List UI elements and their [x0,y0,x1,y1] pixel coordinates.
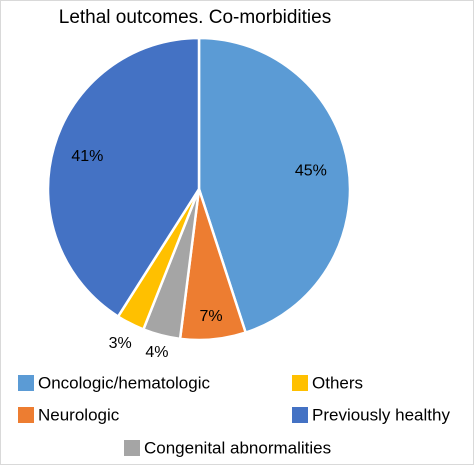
legend-label: Congenital abnormalities [144,438,331,457]
legend-label: Oncologic/hematologic [38,373,210,392]
data-label: 41% [71,148,103,165]
legend-swatch [292,407,308,423]
legend-swatch [124,440,140,456]
data-label: 7% [200,308,223,325]
data-label: 45% [295,163,327,180]
legend-swatch [292,375,308,391]
legend-swatch [18,375,34,391]
pie-slice [46,36,201,319]
pie-slice [197,36,352,335]
legend-swatch [18,407,34,423]
legend-label: Previously healthy [312,405,450,424]
legend-label: Others [312,373,363,392]
data-label: 3% [109,335,132,352]
data-label: 4% [145,344,168,361]
chart-title: Lethal outcomes. Co-morbidities [59,7,331,28]
legend-label: Neurologic [38,405,120,424]
